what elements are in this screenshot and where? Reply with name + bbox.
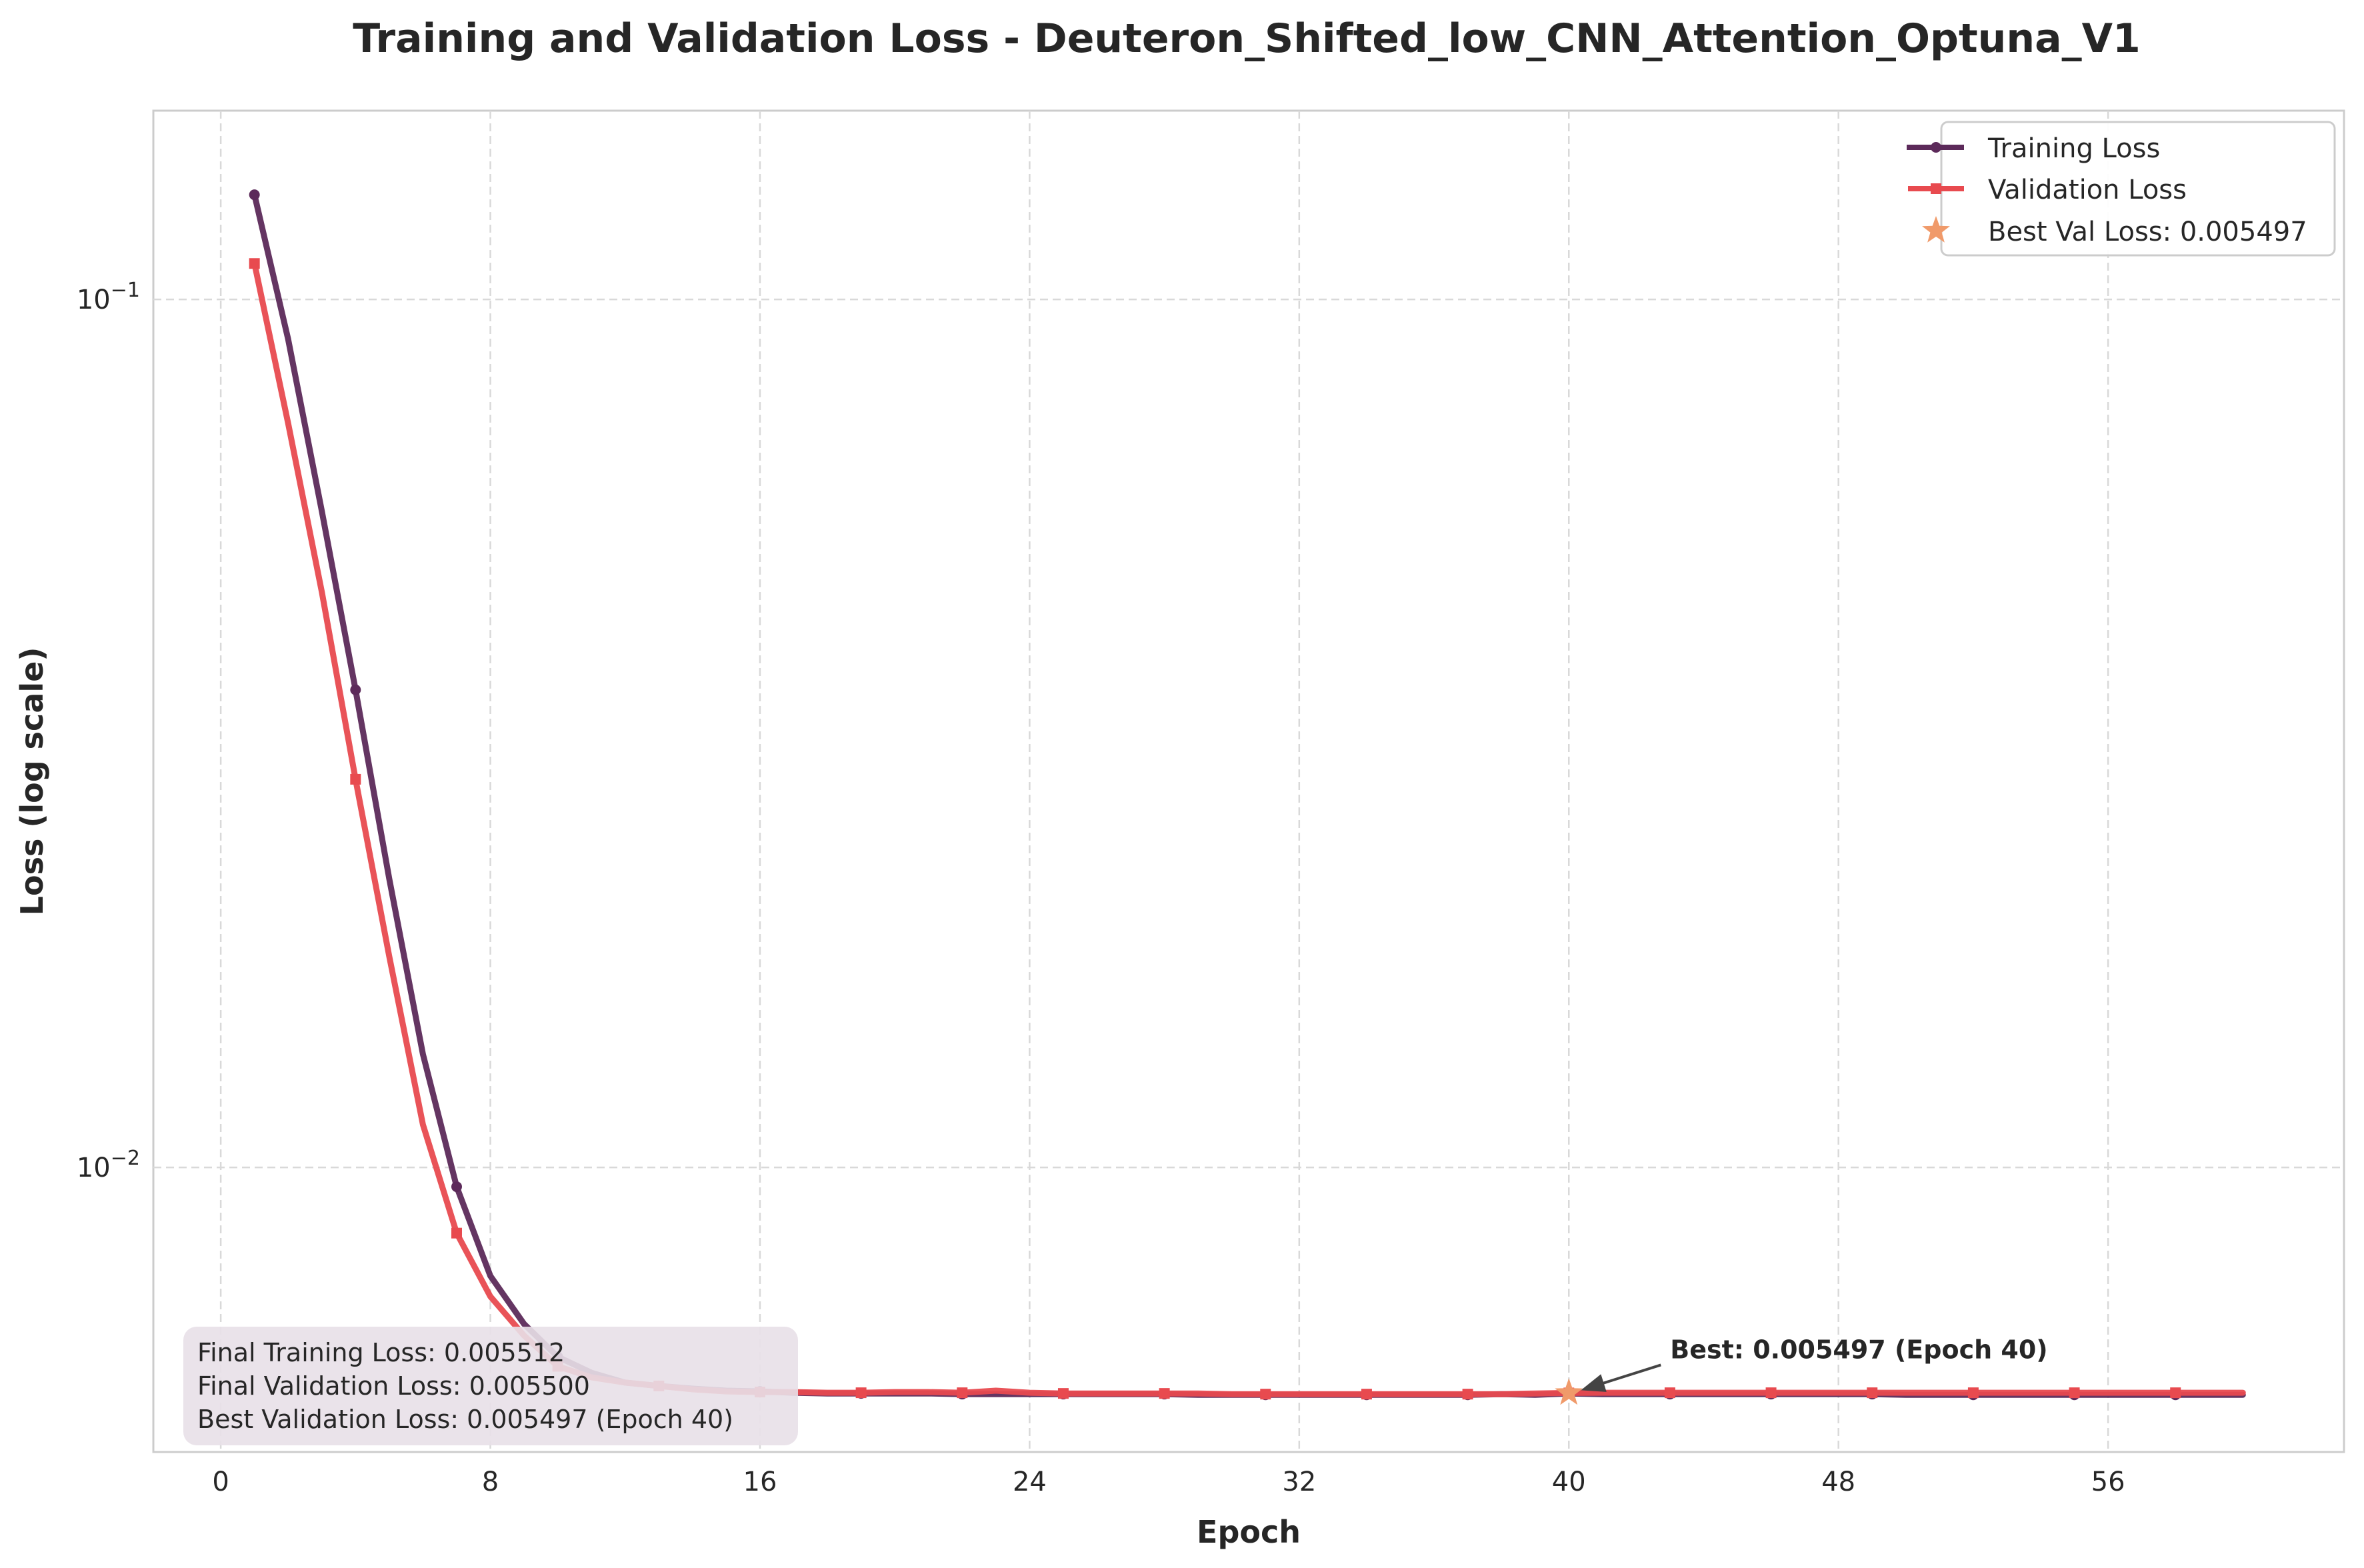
x-axis-label: Epoch [1197,1514,1301,1550]
x-tick-label: 40 [1552,1467,1586,1497]
validation-loss-point [1967,1387,1979,1399]
chart-title: Training and Validation Loss - Deuteron_… [353,15,2141,62]
best-annotation: Best: 0.005497 (Epoch 40) [1581,1335,2048,1392]
validation-loss-point [1361,1389,1372,1400]
validation-loss-point [1867,1387,1878,1399]
annotation-arrow-head [1581,1374,1607,1392]
x-tick-label: 32 [1282,1467,1316,1497]
validation-loss-point [1260,1389,1271,1400]
training-loss-point [249,189,260,201]
validation-loss-point [855,1387,867,1399]
legend-validation-marker [1931,183,1941,194]
y-axis-label: Loss (log scale) [14,647,50,916]
legend-validation-label: Validation Loss [1988,175,2187,205]
annotation-arrow [1595,1363,1661,1387]
validation-loss-point [1462,1389,1473,1400]
stats-final-training: Final Training Loss: 0.005512 [197,1338,565,1367]
validation-loss-point [1664,1387,1675,1399]
y-tick-label: 10−1 [77,279,140,315]
legend: Training Loss Validation Loss Best Val L… [1907,121,2336,257]
validation-loss-point [1057,1388,1069,1399]
y-tick-label: 10−2 [77,1147,140,1183]
legend-training-label: Training Loss [1987,133,2160,164]
validation-loss-point [1765,1387,1777,1399]
validation-loss-point [957,1387,968,1399]
validation-loss-point [451,1227,462,1239]
plot-area [152,109,2345,1453]
validation-loss-point [2170,1387,2181,1399]
legend-best-label: Best Val Loss: 0.005497 [1988,217,2307,247]
legend-best-star [1922,216,1950,243]
x-tick-label: 8 [482,1467,499,1497]
grid-lines [153,111,2344,1452]
validation-loss-point [350,773,361,785]
annotation-label: Best: 0.005497 (Epoch 40) [1670,1335,2047,1364]
stats-box-background [183,1327,798,1445]
training-loss-point [350,684,361,695]
legend-training-marker [1931,142,1941,153]
y-axis-ticks: 10−1 10−2 [77,279,140,1183]
stats-final-validation: Final Validation Loss: 0.005500 [197,1371,590,1401]
validation-loss-point [2069,1387,2080,1399]
x-tick-label: 16 [743,1467,777,1497]
training-loss-point [451,1181,462,1193]
stats-box: Final Training Loss: 0.005512 Final Vali… [183,1327,798,1445]
x-tick-label: 48 [1821,1467,1855,1497]
stats-best-validation: Best Validation Loss: 0.005497 (Epoch 40… [197,1405,733,1434]
x-tick-label: 0 [212,1467,229,1497]
x-tick-label: 24 [1013,1467,1047,1497]
validation-loss-point [1159,1388,1170,1399]
x-axis-ticks: 0 8 16 24 32 40 48 56 [212,1467,2125,1497]
best-val-star [1555,1378,1583,1405]
x-tick-label: 56 [2091,1467,2125,1497]
validation-loss-point [249,258,260,269]
